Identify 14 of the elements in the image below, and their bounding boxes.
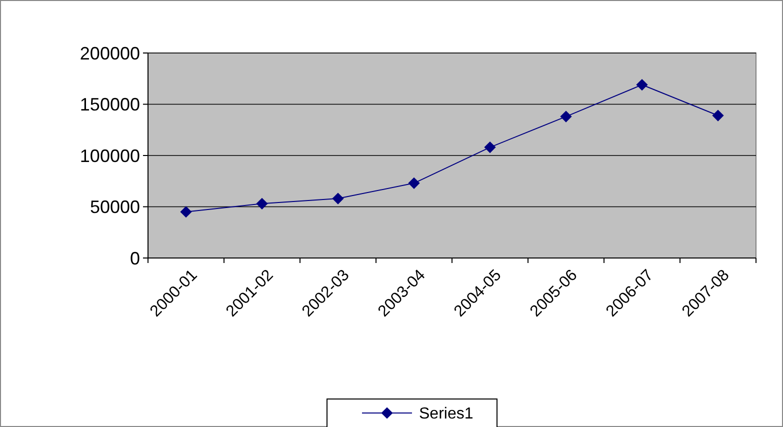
point — [332, 192, 344, 204]
y-tick-label: 200000 — [80, 43, 140, 64]
y-tick-label: 50000 — [90, 197, 140, 218]
y-tick-label: 100000 — [80, 146, 140, 166]
y-tick-label: 0 — [130, 248, 140, 268]
point — [712, 110, 724, 122]
point — [636, 78, 648, 91]
point — [560, 110, 572, 122]
point — [408, 177, 420, 189]
y-tick-label: 150000 — [80, 94, 140, 115]
point — [484, 141, 496, 154]
point — [180, 206, 192, 218]
legend-label: Series1 — [419, 406, 474, 423]
point — [256, 198, 268, 210]
